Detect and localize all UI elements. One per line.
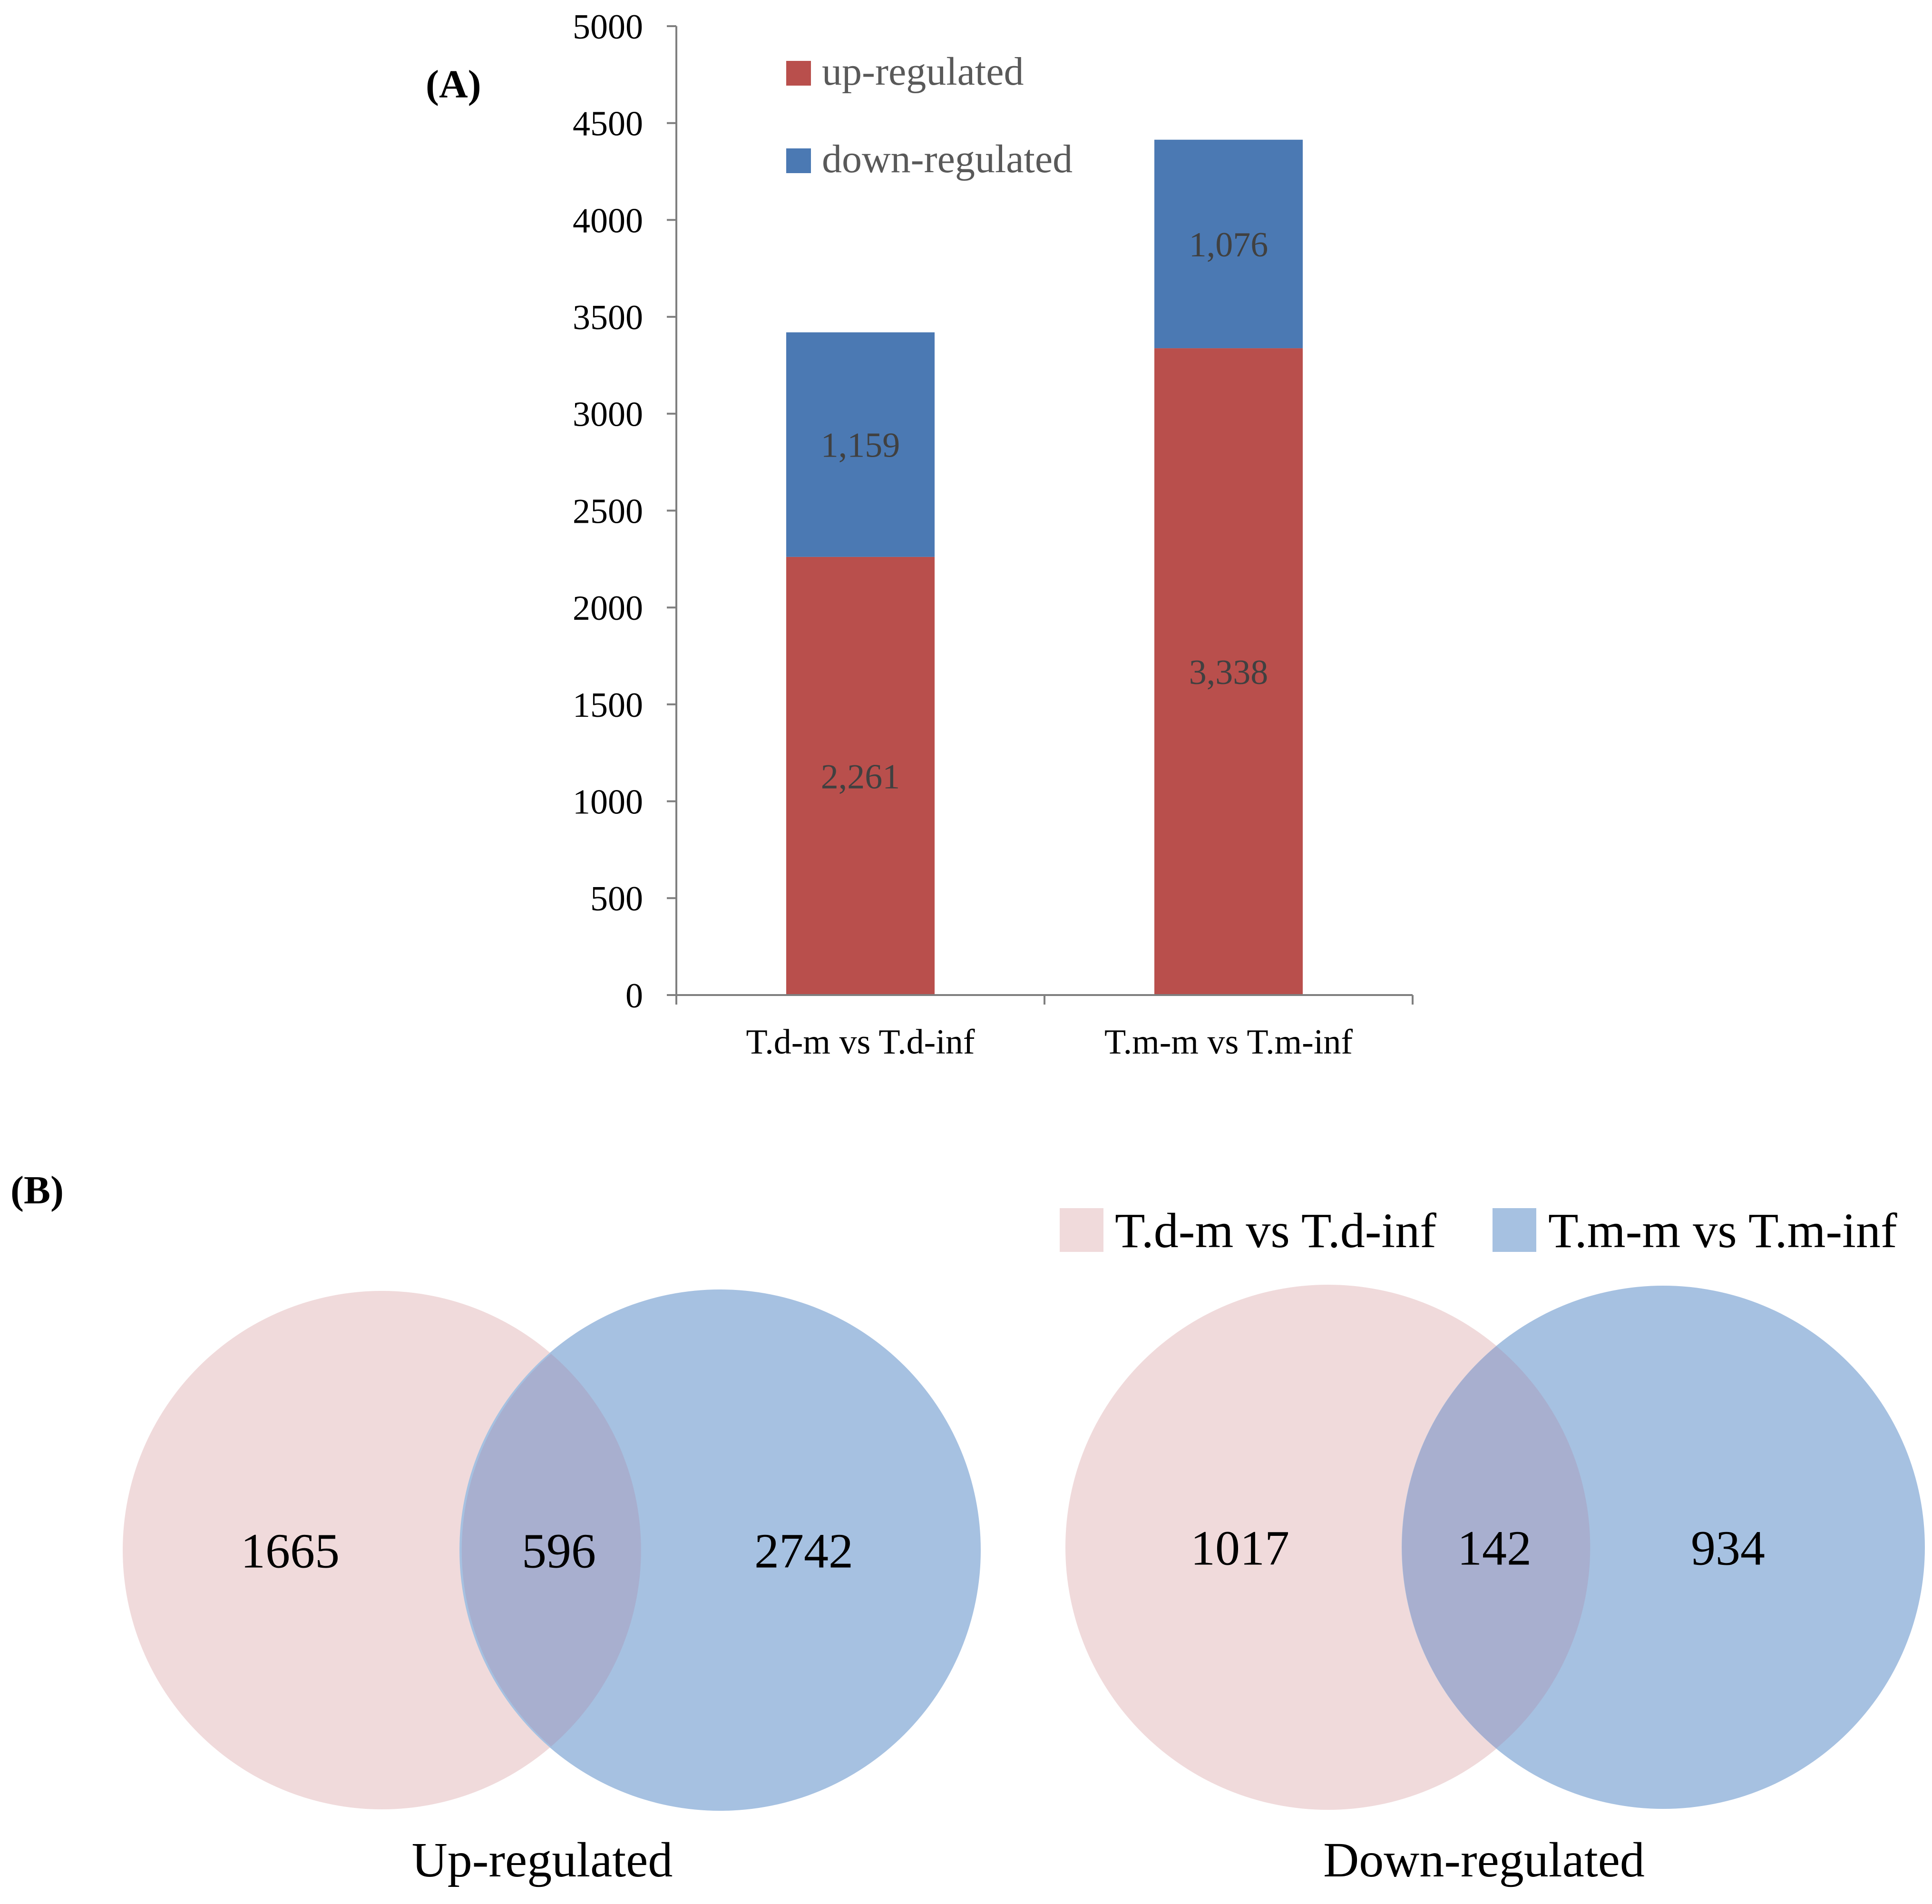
y-tick-label: 3000 <box>573 395 643 434</box>
bar-value-label: 2,261 <box>821 757 900 796</box>
venn-title: Down-regulated <box>1323 1833 1645 1887</box>
venn-legend-swatch-b <box>1493 1208 1536 1252</box>
y-tick-label: 1000 <box>573 783 643 822</box>
stacked-bar-chart: 0 500 1000 1500 2000 2500 3000 3500 4000 4500 5000… <box>573 8 1414 1062</box>
panel-b: (B) T.d-m vs T.d-inf T.m-m vs T.m-inf 16… <box>10 1168 1925 1887</box>
bar-legend: up-regulated down-regulated <box>786 49 1073 181</box>
y-tick-label: 3500 <box>573 298 643 337</box>
venn-up-regulated: 1665 596 2742 Up-regulated <box>123 1289 981 1887</box>
panel-a: (A) 0 500 1000 1500 2000 2500 3000 3500 4000 4500… <box>426 8 1414 1062</box>
venn-legend-label-b: T.m-m vs T.m-inf <box>1548 1203 1897 1258</box>
y-tick-label: 4500 <box>573 105 643 144</box>
x-axis: T.d-m vs T.d-inf T.m-m vs T.m-inf <box>675 994 1414 1062</box>
x-tick-label: T.d-m vs T.d-inf <box>746 1023 975 1062</box>
y-axis: 0 500 1000 1500 2000 2500 3000 3500 4000 4500 5000 <box>573 8 677 1015</box>
bar-segment-down <box>786 332 935 557</box>
bar-value-label: 1,076 <box>1189 225 1268 264</box>
bar-value-label: 1,159 <box>821 426 900 465</box>
venn-legend-label-a: T.d-m vs T.d-inf <box>1115 1203 1436 1258</box>
venn-legend-swatch-a <box>1060 1208 1103 1252</box>
venn-overlap <box>461 1354 641 1747</box>
y-tick-label: 5000 <box>573 8 643 47</box>
venn-down-regulated: 1017 142 934 Down-regulated <box>1065 1285 1925 1887</box>
venn-count-only-b: 934 <box>1691 1521 1765 1575</box>
bar-value-label: 3,338 <box>1189 653 1268 692</box>
x-tick-label: T.m-m vs T.m-inf <box>1104 1023 1353 1062</box>
y-tick-label: 2000 <box>573 589 643 628</box>
venn-count-only-b: 2742 <box>754 1523 853 1578</box>
venn-title: Up-regulated <box>412 1833 673 1887</box>
venn-legend: T.d-m vs T.d-inf T.m-m vs T.m-inf <box>1060 1203 1897 1258</box>
legend-label-up: up-regulated <box>822 49 1024 94</box>
legend-label-down: down-regulated <box>822 137 1073 181</box>
panel-a-label: (A) <box>426 62 481 107</box>
legend-swatch-down <box>786 148 811 173</box>
bar-segment-down <box>1154 139 1303 349</box>
panel-b-label: (B) <box>10 1168 64 1212</box>
venn-count-only-a: 1017 <box>1190 1521 1289 1575</box>
venn-count-only-a: 1665 <box>241 1523 340 1578</box>
bar-segment-up <box>786 557 935 995</box>
venn-count-overlap: 596 <box>522 1523 596 1578</box>
y-tick-label: 0 <box>625 976 643 1015</box>
venn-count-overlap: 142 <box>1457 1521 1532 1575</box>
venn-overlap <box>1402 1346 1590 1748</box>
y-tick-label: 2500 <box>573 492 643 531</box>
bars: 2,261 1,159 3,338 1,076 <box>786 139 1303 995</box>
y-tick-label: 500 <box>590 879 643 918</box>
legend-swatch-up <box>786 61 811 86</box>
y-tick-label: 4000 <box>573 201 643 240</box>
bar-segment-up <box>1154 348 1303 995</box>
y-tick-label: 1500 <box>573 686 643 725</box>
